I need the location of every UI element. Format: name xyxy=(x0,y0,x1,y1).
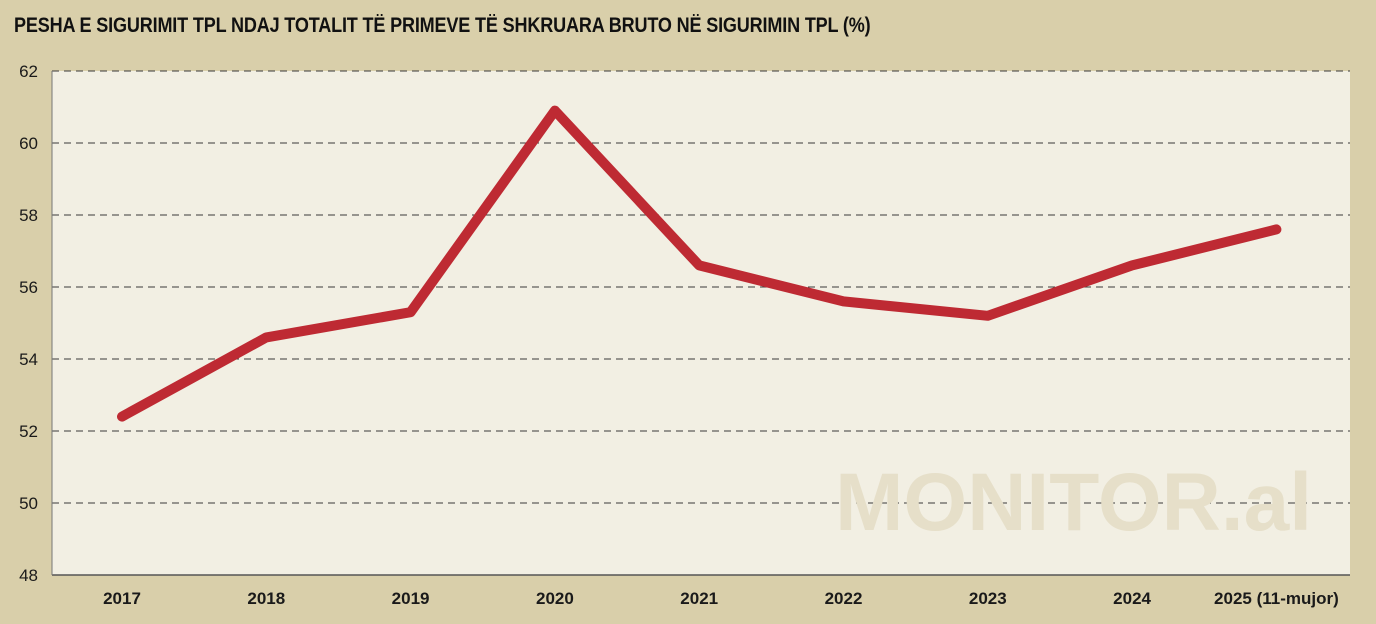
x-axis-ticks: 2017 2018 2019 2020 2021 2022 2023 2024 2025 (11… xyxy=(103,589,1339,608)
y-tick-label: 54 xyxy=(19,350,38,369)
x-tick-label: 2024 xyxy=(1113,589,1151,608)
x-tick-label: 2018 xyxy=(247,589,285,608)
y-tick-label: 62 xyxy=(19,62,38,81)
gridlines xyxy=(52,70,1350,504)
series-line xyxy=(117,105,1282,422)
y-tick-label: 58 xyxy=(19,206,38,225)
x-tick-label: 2022 xyxy=(825,589,863,608)
y-tick-label: 50 xyxy=(19,494,38,513)
y-tick-label: 60 xyxy=(19,134,38,153)
chart-title: PESHA E SIGURIMIT TPL NDAJ TOTALIT TË PR… xyxy=(14,14,871,37)
series-layer xyxy=(117,105,1282,422)
y-tick-label: 56 xyxy=(19,278,38,297)
y-tick-label: 48 xyxy=(19,566,38,585)
y-axis-ticks: 48 50 52 54 56 58 60 62 xyxy=(19,62,38,585)
y-tick-label: 52 xyxy=(19,422,38,441)
x-tick-label: 2025 (11-mujor) xyxy=(1214,589,1339,608)
x-tick-label: 2020 xyxy=(536,589,574,608)
x-tick-label: 2021 xyxy=(680,589,718,608)
x-tick-label: 2019 xyxy=(392,589,430,608)
x-tick-label: 2017 xyxy=(103,589,141,608)
plot-area xyxy=(52,71,1350,575)
x-tick-label: 2023 xyxy=(969,589,1007,608)
watermark: MONITOR.al xyxy=(835,457,1312,548)
